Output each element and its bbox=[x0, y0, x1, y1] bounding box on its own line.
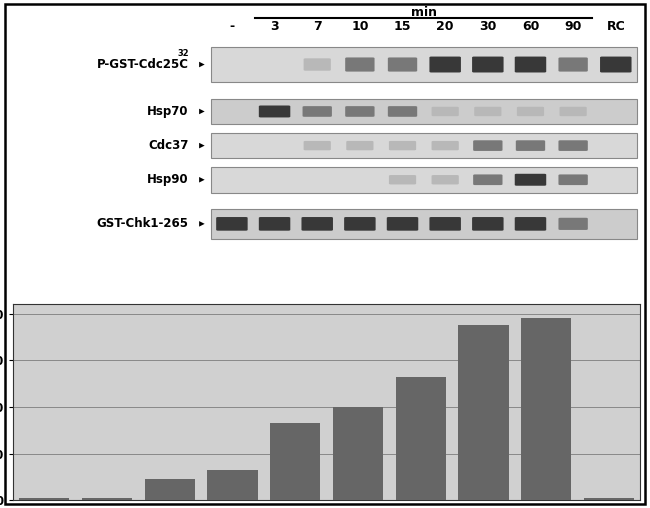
Text: 32: 32 bbox=[177, 49, 188, 58]
FancyBboxPatch shape bbox=[388, 57, 417, 72]
FancyBboxPatch shape bbox=[600, 56, 632, 73]
Text: 30: 30 bbox=[479, 20, 497, 33]
FancyBboxPatch shape bbox=[558, 174, 588, 185]
Bar bbox=[211, 47, 637, 82]
FancyBboxPatch shape bbox=[304, 141, 331, 150]
Bar bbox=[207, 470, 257, 500]
FancyBboxPatch shape bbox=[345, 57, 374, 72]
FancyBboxPatch shape bbox=[558, 140, 588, 151]
FancyBboxPatch shape bbox=[515, 174, 546, 186]
Text: 60: 60 bbox=[522, 20, 539, 33]
FancyBboxPatch shape bbox=[515, 56, 546, 73]
Text: Cdc37: Cdc37 bbox=[148, 139, 188, 152]
Text: 20: 20 bbox=[436, 20, 454, 33]
FancyBboxPatch shape bbox=[472, 56, 504, 73]
FancyBboxPatch shape bbox=[387, 217, 418, 231]
FancyBboxPatch shape bbox=[473, 140, 502, 151]
Text: GST-Chk1-265: GST-Chk1-265 bbox=[97, 217, 188, 230]
Bar bbox=[211, 167, 637, 193]
FancyBboxPatch shape bbox=[472, 217, 504, 231]
FancyBboxPatch shape bbox=[216, 217, 248, 231]
Text: 90: 90 bbox=[564, 20, 582, 33]
FancyBboxPatch shape bbox=[517, 107, 544, 116]
Text: -: - bbox=[229, 20, 235, 33]
FancyBboxPatch shape bbox=[560, 107, 587, 116]
FancyBboxPatch shape bbox=[432, 141, 459, 150]
FancyBboxPatch shape bbox=[346, 141, 374, 150]
Bar bbox=[82, 498, 132, 500]
Bar bbox=[396, 376, 446, 500]
Text: 7: 7 bbox=[313, 20, 322, 33]
Bar bbox=[333, 407, 383, 500]
Bar bbox=[458, 325, 508, 500]
FancyBboxPatch shape bbox=[432, 175, 459, 184]
Bar bbox=[211, 133, 637, 158]
FancyBboxPatch shape bbox=[259, 217, 291, 231]
Bar bbox=[270, 423, 320, 500]
FancyBboxPatch shape bbox=[388, 106, 417, 117]
Bar bbox=[145, 480, 195, 500]
FancyBboxPatch shape bbox=[302, 217, 333, 231]
FancyBboxPatch shape bbox=[259, 106, 291, 117]
FancyBboxPatch shape bbox=[430, 56, 461, 73]
FancyBboxPatch shape bbox=[302, 106, 332, 117]
FancyBboxPatch shape bbox=[304, 58, 331, 71]
FancyBboxPatch shape bbox=[516, 140, 545, 151]
Bar bbox=[20, 498, 70, 500]
FancyBboxPatch shape bbox=[344, 217, 376, 231]
FancyBboxPatch shape bbox=[389, 175, 416, 184]
FancyBboxPatch shape bbox=[430, 217, 461, 231]
Text: Hsp70: Hsp70 bbox=[147, 105, 188, 118]
Bar bbox=[211, 209, 637, 239]
FancyBboxPatch shape bbox=[515, 217, 546, 231]
Text: 3: 3 bbox=[270, 20, 279, 33]
Bar bbox=[521, 318, 571, 500]
Text: 15: 15 bbox=[394, 20, 411, 33]
FancyBboxPatch shape bbox=[389, 141, 416, 150]
Text: min: min bbox=[411, 6, 437, 19]
Text: RC: RC bbox=[606, 20, 625, 33]
FancyBboxPatch shape bbox=[474, 107, 501, 116]
FancyBboxPatch shape bbox=[432, 107, 459, 116]
FancyBboxPatch shape bbox=[558, 57, 588, 72]
Text: Hsp90: Hsp90 bbox=[147, 173, 188, 186]
FancyBboxPatch shape bbox=[345, 106, 374, 117]
FancyBboxPatch shape bbox=[473, 174, 502, 185]
Text: 10: 10 bbox=[351, 20, 369, 33]
Bar bbox=[584, 498, 634, 500]
Text: P-GST-Cdc25C: P-GST-Cdc25C bbox=[97, 58, 188, 71]
FancyBboxPatch shape bbox=[558, 218, 588, 230]
Bar bbox=[211, 99, 637, 124]
